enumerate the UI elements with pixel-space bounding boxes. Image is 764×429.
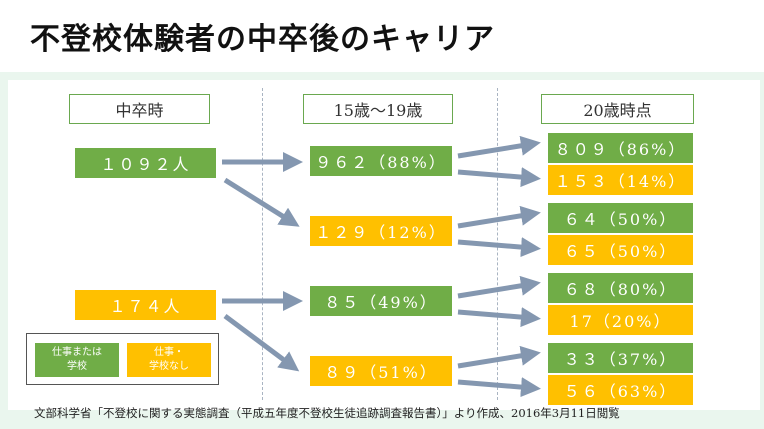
header-15-19: 15歳～19歳 [303,94,453,124]
header-age-20: 20歳時点 [541,94,694,124]
legend-none: 仕事・ 学校なし [127,343,211,377]
arrow-85-68 [457,275,541,299]
box-64: ６４（50%） [548,203,693,233]
arrow-129-64 [457,205,541,229]
arrow-85-17 [457,307,541,328]
box-68: ６８（80%） [548,273,693,303]
legend-work-school: 仕事または 学校 [35,343,119,377]
box-33: ３３（37%） [548,343,693,373]
box-153: １５３（14%） [548,165,693,195]
legend: 仕事または 学校 仕事・ 学校なし [26,333,219,385]
box-85: ８５（49%） [310,286,452,316]
box-962: ９６２（88%） [310,146,452,176]
source-note: 文部科学省「不登校に関する実態調査（平成五年度不登校生徒追跡調査報告書）」より作… [34,406,620,420]
arrow-89-56 [457,377,541,398]
box-17: 17（20%） [548,305,693,335]
box-56: ５６（63%） [548,375,693,405]
page-title: 不登校体験者の中卒後のキャリア [30,22,495,57]
legend-work-school-label: 仕事または 学校 [52,347,102,372]
arrow-129-65 [457,237,541,258]
divider-1 [262,88,263,400]
box-1092: １０９２人 [75,148,216,178]
arrow-174-89 [223,313,300,372]
arrow-962-809 [457,135,541,159]
box-174: １７４人 [75,290,216,320]
box-65: ６５（50%） [548,235,693,265]
legend-none-label: 仕事・ 学校なし [149,347,189,372]
box-89: ８９（51%） [310,356,452,386]
header-graduation: 中卒時 [69,94,210,124]
box-129: １２９（12%） [310,216,452,246]
arrow-1092-129 [223,177,300,227]
arrow-89-33 [457,345,541,369]
arrow-962-153 [457,167,541,188]
box-809: ８０９（86%） [548,133,693,163]
